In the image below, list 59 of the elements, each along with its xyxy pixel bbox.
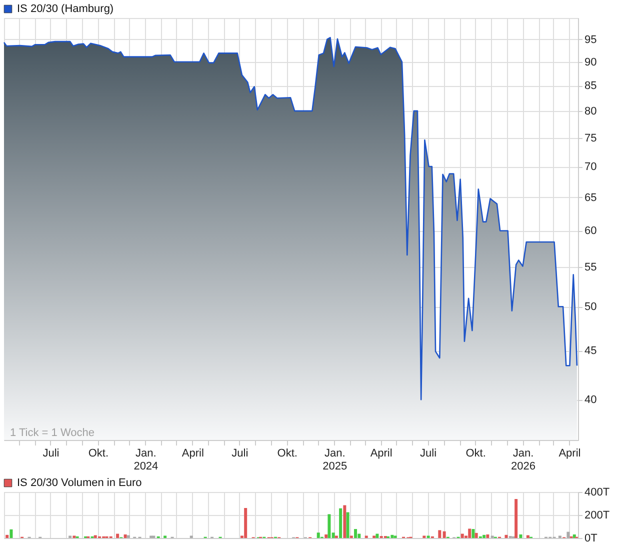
y-tick-label: 85 xyxy=(584,80,597,92)
y-tick-label: 200T xyxy=(584,510,610,522)
y-tick-label: 400T xyxy=(584,486,610,498)
bar xyxy=(126,535,130,538)
bar xyxy=(324,534,328,538)
bar xyxy=(244,508,248,538)
y-tick-label: 95 xyxy=(584,34,597,46)
bar xyxy=(316,532,320,538)
y-tick-label: 40 xyxy=(584,394,597,406)
x-tick-label: Okt. xyxy=(466,448,486,460)
annotation: 1 Tick = 1 Woche xyxy=(10,427,94,439)
y-tick-label: 90 xyxy=(584,56,597,68)
x-tick-label: Okt. xyxy=(88,448,109,460)
y-tick-label: 45 xyxy=(584,345,597,358)
bar xyxy=(519,534,522,538)
bar xyxy=(504,534,508,538)
x-tick-label: April xyxy=(370,448,392,460)
x-tick-label: Jan. 2024 xyxy=(134,448,158,472)
y-tick-label: 0T xyxy=(584,532,598,544)
bar xyxy=(354,529,358,538)
legend-label: IS 20/30 Volumen in Euro xyxy=(17,477,142,489)
bar xyxy=(94,535,97,538)
bar xyxy=(486,534,490,538)
bar xyxy=(438,530,442,538)
y-tick-label: 55 xyxy=(584,261,597,274)
x-tick-label: Jan. 2025 xyxy=(322,448,348,472)
bar xyxy=(442,531,446,538)
bar xyxy=(346,512,350,538)
y-tick-label: 60 xyxy=(584,225,597,238)
bar xyxy=(6,534,9,538)
bar xyxy=(468,528,472,538)
bar xyxy=(566,532,570,538)
bar xyxy=(10,529,13,538)
bar xyxy=(482,534,486,538)
bar xyxy=(339,508,342,538)
x-tick-label: Juli xyxy=(42,448,60,460)
bar xyxy=(514,499,518,538)
y-tick-label: 65 xyxy=(584,192,597,204)
x-tick-label: Juli xyxy=(420,448,437,460)
x-tick-label: April xyxy=(182,448,204,460)
x-tick-label: Okt. xyxy=(277,448,298,460)
bar xyxy=(376,534,379,538)
y-tick-label: 80 xyxy=(584,105,597,118)
bar xyxy=(116,534,120,538)
x-tick-label: April xyxy=(558,448,581,460)
x-tick-label: Juli xyxy=(232,448,248,460)
bar xyxy=(390,534,394,538)
bar xyxy=(526,535,530,538)
bar xyxy=(328,514,331,538)
bar xyxy=(472,529,475,538)
bar xyxy=(343,505,346,538)
bar xyxy=(124,534,127,538)
bar xyxy=(474,532,478,538)
bar xyxy=(460,534,464,538)
legend-label: IS 20/30 (Hamburg) xyxy=(17,3,114,15)
y-tick-label: 50 xyxy=(584,301,597,314)
y-tick-label: 75 xyxy=(584,132,597,144)
x-tick-label: Jan. 2026 xyxy=(511,448,536,472)
y-tick-label: 70 xyxy=(584,161,597,174)
